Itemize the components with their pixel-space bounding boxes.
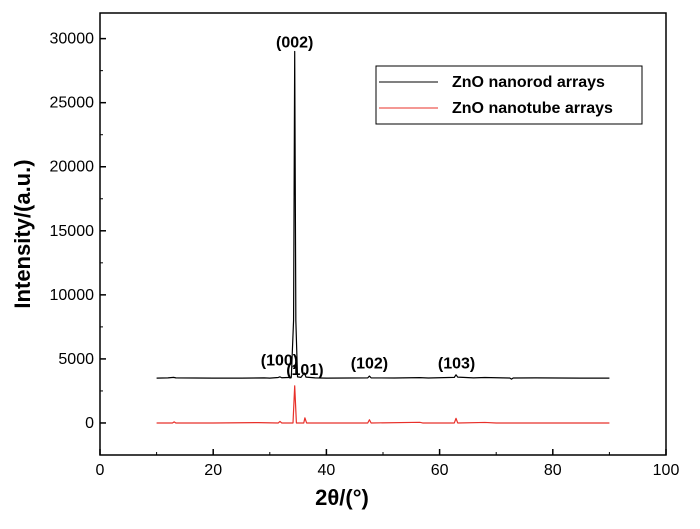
y-tick-label: 10000 [50,287,95,304]
peak-label: (100) [261,352,298,369]
y-tick-label: 25000 [50,95,95,112]
legend-label-nanorod: ZnO nanorod arrays [452,74,605,91]
peak-annotations: (002) (100)(101) (102) (103) [261,35,476,379]
peak-label: (103) [438,356,475,373]
x-tick-label: 40 [318,462,336,479]
y-axis-title: Intensity/(a.u.) [10,159,35,308]
legend-box [375,65,643,125]
x-tick-label: 20 [204,462,222,479]
series-layer [156,50,610,424]
y-tick-label: 15000 [50,223,95,240]
legend-label-nanotube: ZnO nanotube arrays [452,100,613,117]
y-tick-label: 20000 [50,159,95,176]
x-tick-label: 80 [544,462,562,479]
x-axis-title: 2θ/(°) [315,485,369,510]
x-tick-label: 60 [431,462,449,479]
y-tick-label: 30000 [50,31,95,48]
y-tick-label: 0 [85,415,94,432]
y-tick-label: 5000 [58,351,94,368]
peak-label: (101) [286,362,323,379]
series-line-0 [156,50,610,380]
x-tick-label: 0 [96,462,105,479]
peak-label: (002) [276,35,313,52]
x-tick-label: 100 [653,462,680,479]
series-line-1 [156,385,610,424]
legend: ZnO nanorod arrays ZnO nanotube arrays [375,65,643,125]
axis-ticks: 0 20 40 60 80 100 0 5000 10000 15000 20000 25000 300… [50,31,680,479]
peak-label: (102) [351,356,388,373]
